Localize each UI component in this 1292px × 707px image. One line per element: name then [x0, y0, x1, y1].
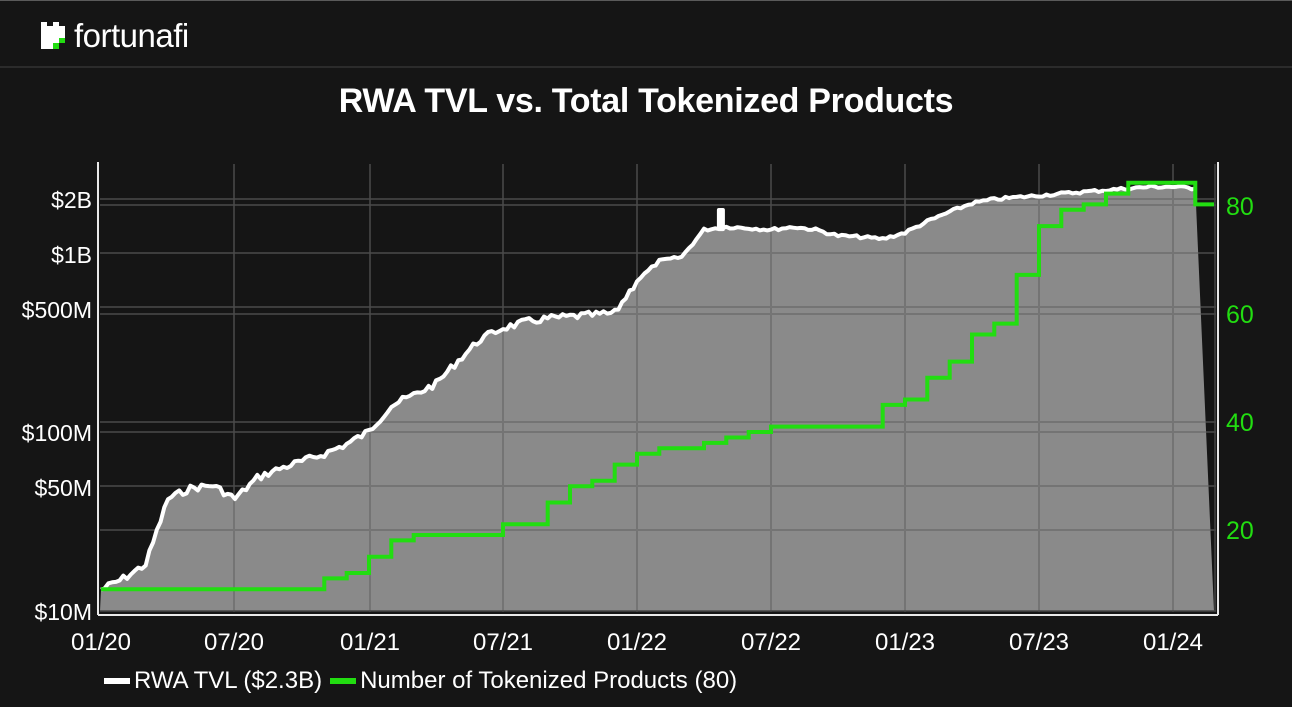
x-tick-label: 01/21 — [340, 629, 400, 656]
right-axis: 80 60 40 20 — [1226, 193, 1254, 545]
tvl-line — [100, 183, 1196, 592]
x-tick-label: 01/23 — [875, 629, 935, 656]
brand-name: fortunafi — [74, 17, 189, 54]
legend-label: Number of Tokenized Products (80) — [360, 667, 738, 694]
brand-logo[interactable]: fortunafi — [41, 17, 189, 54]
legend-label: RWA TVL ($2.3B) — [134, 667, 323, 694]
plot-frame — [97, 162, 1219, 616]
tvl-area-fill — [100, 185, 1214, 611]
left-tick-label: $100M — [22, 420, 92, 446]
x-tick-label: 07/22 — [741, 629, 801, 656]
x-tick-label: 07/23 — [1009, 629, 1069, 656]
legend-item-products[interactable]: Number of Tokenized Products (80) — [330, 667, 745, 695]
left-tick-label: $1B — [51, 242, 92, 268]
x-tick-label: 01/24 — [1143, 629, 1203, 656]
legend-item-tvl[interactable]: RWA TVL ($2.3B) — [104, 667, 330, 695]
x-tick-label: 07/20 — [204, 629, 264, 656]
x-tick-label: 01/22 — [607, 629, 667, 656]
window-top-border — [0, 0, 1292, 1]
header: fortunafi — [0, 1, 1292, 66]
x-tick-label: 01/20 — [71, 629, 131, 656]
left-tick-label: $50M — [34, 475, 92, 501]
left-tick-label: $10M — [34, 599, 92, 625]
chart-legend: RWA TVL ($2.3B) Number of Tokenized Prod… — [104, 667, 745, 695]
x-axis: 01/20 07/20 01/21 07/21 01/22 07/22 01/2… — [71, 629, 1203, 656]
left-tick-label: $500M — [22, 297, 92, 323]
right-tick-label: 80 — [1226, 193, 1254, 221]
left-tick-label: $2B — [51, 187, 92, 213]
x-tick-label: 07/21 — [473, 629, 533, 656]
header-divider — [0, 66, 1292, 68]
right-tick-label: 40 — [1226, 409, 1254, 437]
legend-swatch-green — [330, 678, 357, 684]
products-step-line — [101, 180, 1214, 592]
right-tick-label: 60 — [1226, 301, 1254, 329]
castle-rook-pixel-icon — [41, 22, 65, 49]
left-axis: $2B $1B $500M $100M $50M $10M — [22, 187, 92, 625]
chart-title: RWA TVL vs. Total Tokenized Products — [338, 82, 954, 120]
legend-swatch-white — [104, 678, 130, 684]
right-tick-label: 20 — [1226, 517, 1254, 545]
